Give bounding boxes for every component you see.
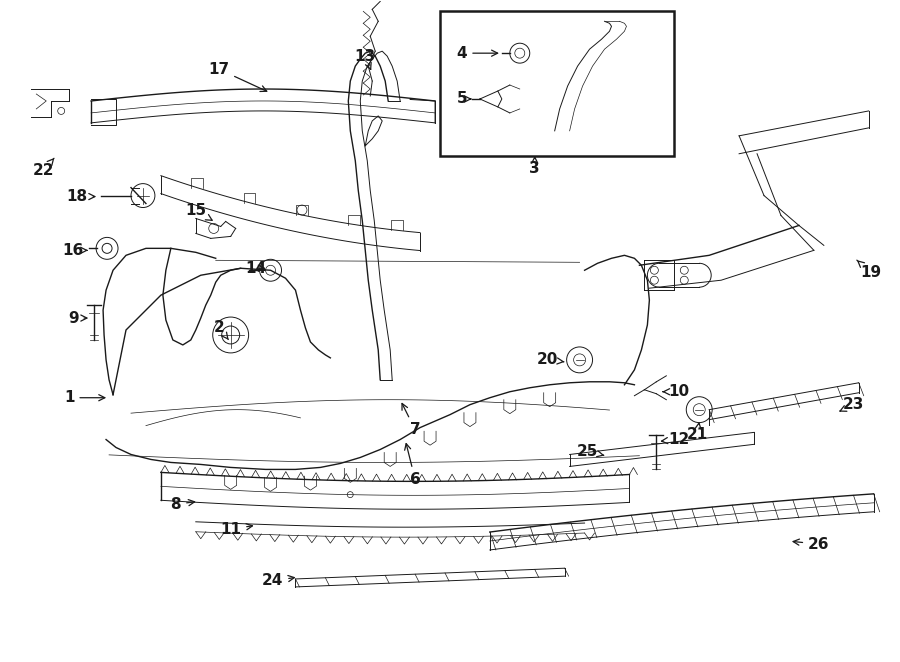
Text: 18: 18 — [67, 189, 94, 204]
Text: 12: 12 — [662, 432, 690, 447]
Text: 11: 11 — [220, 522, 253, 537]
Text: 2: 2 — [213, 320, 229, 340]
Text: 23: 23 — [840, 397, 864, 412]
Text: 4: 4 — [456, 46, 498, 61]
Text: 6: 6 — [405, 444, 420, 487]
Text: 3: 3 — [529, 157, 540, 176]
Text: 7: 7 — [402, 403, 420, 437]
Text: 21: 21 — [687, 423, 708, 442]
Text: 9: 9 — [68, 310, 87, 326]
Text: 10: 10 — [663, 384, 690, 399]
Text: 5: 5 — [456, 91, 471, 107]
Text: 14: 14 — [245, 261, 266, 276]
Text: 17: 17 — [208, 62, 266, 91]
Text: 24: 24 — [262, 573, 294, 589]
Bar — [440, 11, 674, 156]
Text: 13: 13 — [355, 49, 376, 70]
Text: 16: 16 — [62, 243, 87, 258]
Text: 8: 8 — [170, 496, 194, 512]
Text: 25: 25 — [577, 444, 604, 459]
Text: 26: 26 — [793, 537, 830, 551]
Text: 20: 20 — [537, 352, 564, 367]
Text: 22: 22 — [32, 158, 54, 178]
Text: 19: 19 — [857, 260, 881, 280]
Text: 15: 15 — [185, 203, 212, 220]
Text: 1: 1 — [64, 390, 105, 405]
